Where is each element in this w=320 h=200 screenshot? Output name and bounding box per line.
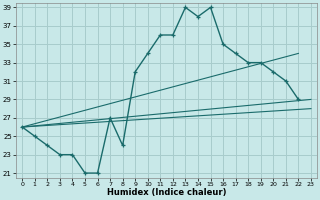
X-axis label: Humidex (Indice chaleur): Humidex (Indice chaleur) bbox=[107, 188, 226, 197]
